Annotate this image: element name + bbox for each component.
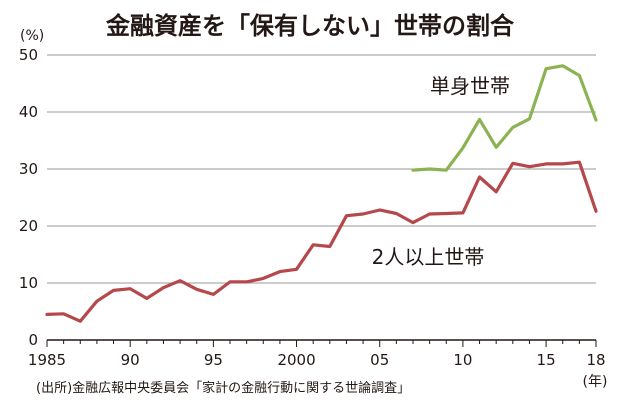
y-tick-label: 40 [19, 103, 38, 121]
series-line-0 [45, 160, 598, 323]
x-tick-label: 10 [453, 351, 472, 369]
y-axis-unit: (%) [20, 28, 44, 44]
y-tick-label: 20 [19, 217, 38, 235]
y-tick-label: 10 [19, 274, 38, 292]
x-tick-label: 1985 [28, 351, 66, 369]
source-note: (出所)金融広報中央委員会「家計の金融行動に関する世論調査」 [36, 380, 410, 396]
series-label-single: 単身世帯 [430, 74, 510, 98]
y-tick-label: 0 [28, 331, 38, 349]
chart-title: 金融資産を「保有しない」世帯の割合 [105, 12, 515, 40]
x-tick-label: 05 [370, 351, 389, 369]
grid-lines [47, 54, 596, 341]
x-tick-label: 90 [121, 351, 140, 369]
x-tick-label: 18 [586, 351, 605, 369]
x-axis-ticks: 1985 90 95 2000 05 10 15 18 [28, 340, 606, 369]
y-tick-label: 30 [19, 160, 38, 178]
series-label-multi: 2人以上世帯 [372, 245, 485, 269]
y-axis-ticks: 0 10 20 30 40 50 [19, 46, 38, 349]
x-tick-label: 15 [537, 351, 556, 369]
y-tick-label: 50 [19, 46, 38, 64]
series-lines [45, 64, 598, 323]
x-axis-unit: (年) [583, 374, 608, 390]
x-tick-label: 95 [204, 351, 223, 369]
x-tick-label: 2000 [277, 351, 315, 369]
series-line-1 [411, 64, 598, 172]
